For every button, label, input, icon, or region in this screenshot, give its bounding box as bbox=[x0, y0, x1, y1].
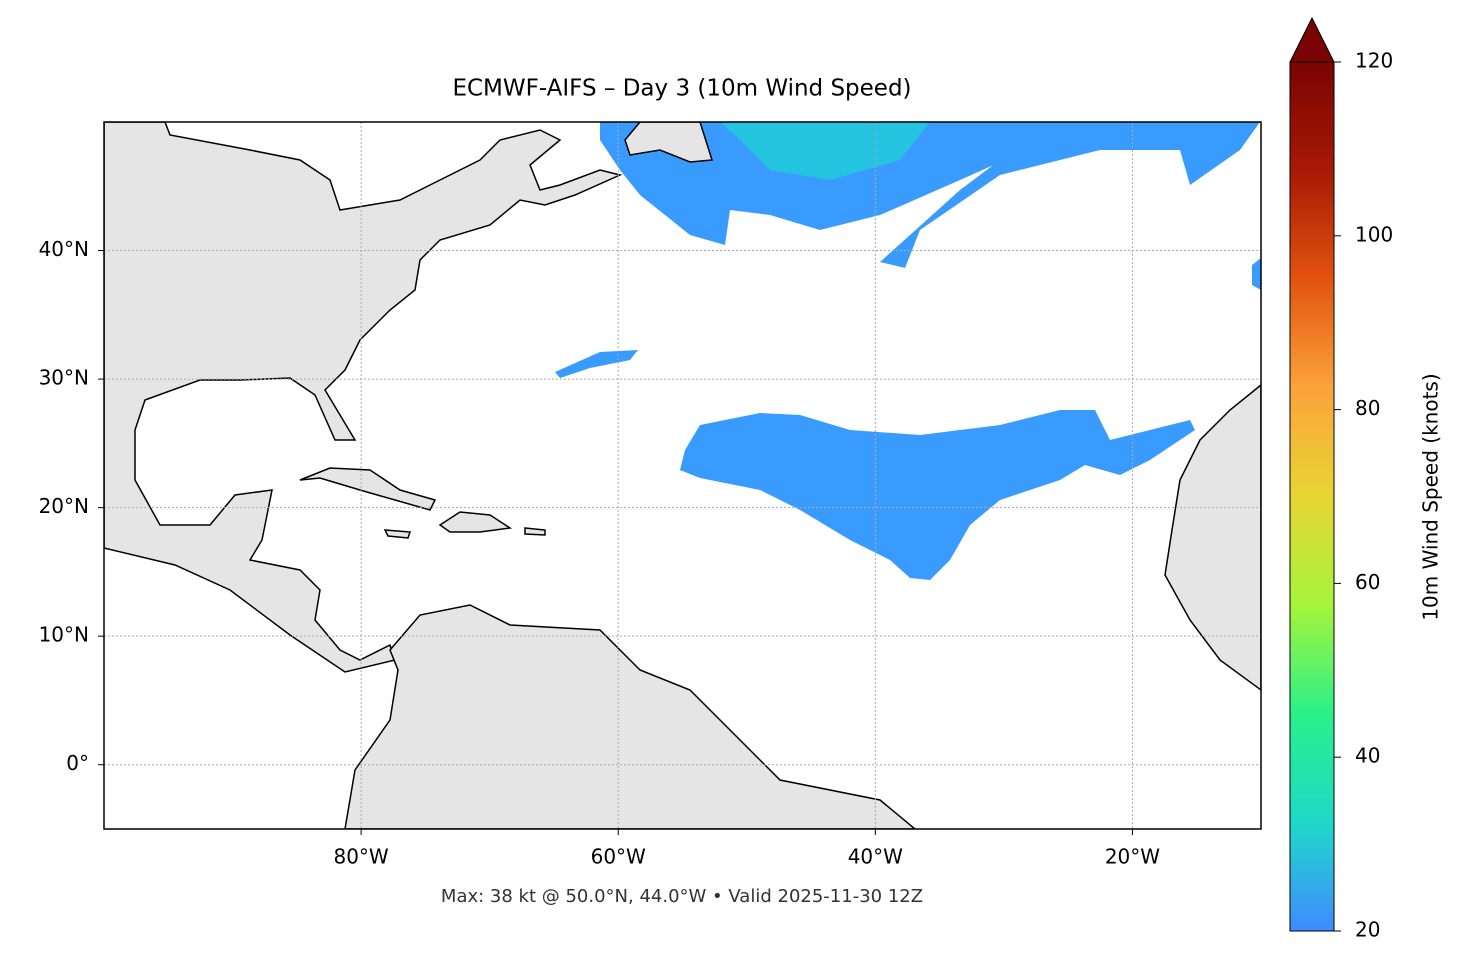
colorbar-label: 10m Wind Speed (knots) bbox=[1419, 373, 1443, 620]
y-tick-label: 10°N bbox=[39, 623, 89, 647]
map-area bbox=[104, 122, 1261, 829]
colorbar-tick-label: 100 bbox=[1355, 222, 1393, 246]
x-tick-label: 20°W bbox=[1105, 845, 1160, 869]
colorbar-tick-label: 80 bbox=[1355, 396, 1380, 420]
colorbar-tick-label: 60 bbox=[1355, 570, 1380, 594]
map-note: Max: 38 kt @ 50.0°N, 44.0°W • Valid 2025… bbox=[441, 886, 923, 907]
x-tick-label: 60°W bbox=[591, 845, 646, 869]
land bbox=[524, 527, 546, 536]
land bbox=[438, 511, 513, 533]
colorbar-extend bbox=[1289, 16, 1335, 63]
wind-field bbox=[555, 350, 638, 378]
colorbar-tick-label: 20 bbox=[1355, 918, 1380, 942]
colorbar bbox=[1289, 61, 1335, 932]
map-title: ECMWF-AIFS – Day 3 (10m Wind Speed) bbox=[452, 76, 911, 102]
wind-field bbox=[720, 122, 930, 180]
wind-field bbox=[1252, 258, 1261, 290]
x-tick-label: 40°W bbox=[848, 845, 903, 869]
land bbox=[1164, 384, 1261, 691]
land bbox=[299, 467, 437, 511]
land bbox=[104, 122, 623, 673]
y-tick-label: 30°N bbox=[39, 366, 89, 390]
x-tick-label: 80°W bbox=[333, 845, 388, 869]
map-frame bbox=[103, 121, 1262, 830]
colorbar-tick-label: 40 bbox=[1355, 744, 1380, 768]
land bbox=[344, 604, 917, 829]
wind-field bbox=[680, 410, 1195, 580]
colorbar-tick-label: 120 bbox=[1355, 49, 1393, 73]
land bbox=[383, 529, 412, 539]
y-tick-label: 0° bbox=[66, 751, 89, 775]
y-tick-label: 40°N bbox=[39, 237, 89, 261]
y-tick-label: 20°N bbox=[39, 494, 89, 518]
land bbox=[624, 122, 713, 163]
